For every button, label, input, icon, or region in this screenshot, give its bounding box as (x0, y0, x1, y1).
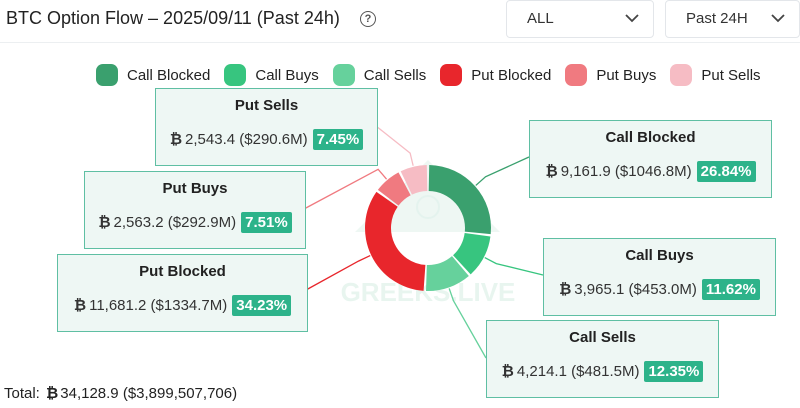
usd-amount: ($290.6M) (239, 130, 308, 148)
box-title: Put Blocked (139, 263, 226, 280)
legend-swatch (440, 64, 463, 86)
bitcoin-icon: ₿ (169, 130, 183, 148)
percent-badge: 34.23% (232, 294, 292, 316)
bitcoin-icon: ₿ (559, 280, 572, 298)
percent-badge: 12.35% (644, 360, 704, 382)
legend-item-call-blocked[interactable]: Call Blocked (96, 64, 210, 86)
option-type-select[interactable]: ALL (506, 0, 654, 38)
put-sells-box: Put Sells ₿ 2,543.4 ($290.6M) 7.45% (155, 88, 378, 166)
put-blocked-box: Put Blocked ₿ 11,681.2 ($1334.7M) 34.23% (57, 254, 308, 332)
legend-swatch (224, 64, 247, 86)
time-range-value: Past 24H (686, 10, 748, 27)
legend-swatch (96, 64, 118, 86)
connector-line-call-buys (484, 257, 544, 276)
chart-legend: Call Blocked Call Buys Call Sells Put Bl… (96, 63, 775, 87)
box-values: ₿ 3,965.1 ($453.0M) 11.62% (544, 277, 775, 301)
bitcoin-icon: ₿ (46, 385, 59, 402)
donut-slice-call-buys[interactable] (453, 232, 491, 275)
bitcoin-icon: ₿ (98, 213, 111, 231)
call-blocked-box: Call Blocked ₿ 9,161.9 ($1046.8M) 26.84% (529, 120, 772, 198)
usd-amount: ($1334.7M) (150, 296, 228, 314)
btc-amount: 9,161.9 (560, 162, 611, 180)
call-buys-box: Call Buys ₿ 3,965.1 ($453.0M) 11.62% (543, 238, 776, 316)
legend-label: Call Buys (255, 66, 319, 84)
box-values: ₿ 9,161.9 ($1046.8M) 26.84% (530, 159, 771, 183)
percent-badge: 11.62% (701, 278, 760, 300)
bitcoin-icon: ₿ (73, 296, 87, 314)
legend-item-put-blocked[interactable]: Put Blocked (440, 64, 551, 86)
btc-amount: 3,965.1 (574, 280, 625, 298)
legend-item-call-sells[interactable]: Call Sells (332, 64, 427, 86)
box-values: ₿ 4,214.1 ($481.5M) 12.35% (487, 359, 718, 383)
connector-line-put-sells (375, 125, 414, 166)
legend-item-put-sells[interactable]: Put Sells (670, 64, 761, 86)
call-sells-box: Call Sells ₿ 4,214.1 ($481.5M) 12.35% (486, 320, 719, 398)
legend-label: Put Blocked (471, 66, 552, 84)
box-title: Call Buys (625, 247, 694, 264)
legend-swatch (670, 64, 693, 86)
legend-label: Put Buys (596, 66, 657, 84)
watermark-logo-mark (416, 195, 440, 219)
box-values: ₿ 11,681.2 ($1334.7M) 34.23% (58, 293, 307, 317)
percent-badge: 7.45% (312, 128, 364, 150)
chevron-down-icon (771, 14, 785, 23)
btc-amount: 2,563.2 (113, 213, 164, 231)
legend-label: Call Blocked (127, 66, 211, 84)
donut-slices (365, 165, 492, 291)
legend-swatch (565, 64, 588, 86)
legend-swatch (332, 64, 355, 86)
connector-line-put-blocked (305, 254, 371, 291)
box-title: Call Blocked (605, 129, 696, 146)
btc-amount: 11,681.2 (89, 296, 147, 314)
legend-item-call-buys[interactable]: Call Buys (224, 64, 319, 86)
donut-slice-put-blocked[interactable] (365, 191, 426, 291)
usd-amount: ($1046.8M) (614, 162, 692, 180)
option-type-value: ALL (527, 10, 554, 27)
donut-slice-put-sells[interactable] (400, 165, 428, 195)
chevron-down-icon (625, 14, 639, 23)
header-bar: BTC Option Flow – 2025/09/11 (Past 24h) … (0, 0, 800, 43)
donut-slice-put-buys[interactable] (377, 172, 411, 206)
connector-line-call-sells (448, 288, 487, 359)
bitcoin-icon: ₿ (545, 162, 558, 180)
bitcoin-icon: ₿ (501, 362, 514, 380)
box-title: Put Buys (162, 180, 228, 197)
usd-amount: ($453.0M) (628, 280, 697, 298)
put-buys-box: Put Buys ₿ 2,563.2 ($292.9M) 7.51% (84, 171, 306, 249)
percent-badge: 7.51% (241, 211, 292, 233)
connector-lines (303, 125, 544, 359)
donut-slice-call-sells[interactable] (426, 256, 469, 291)
box-values: ₿ 2,543.4 ($290.6M) 7.45% (156, 127, 377, 151)
donut-slice-call-blocked[interactable] (428, 165, 492, 235)
total-usd: ($3,899,507,706) (122, 385, 238, 402)
legend-label: Put Sells (701, 66, 761, 84)
box-title: Put Sells (234, 97, 299, 114)
time-range-select[interactable]: Past 24H (665, 0, 800, 38)
total-label: Total: (4, 385, 40, 402)
legend-label: Call Sells (363, 66, 427, 84)
box-values: ₿ 2,563.2 ($292.9M) 7.51% (85, 210, 305, 234)
box-title: Call Sells (569, 329, 636, 346)
page-title: BTC Option Flow – 2025/09/11 (Past 24h) (6, 8, 340, 28)
btc-amount: 4,214.1 (516, 362, 567, 380)
btc-amount: 2,543.4 (185, 130, 236, 148)
percent-badge: 26.84% (696, 160, 756, 182)
total-btc: 34,128.9 (60, 385, 119, 402)
usd-amount: ($481.5M) (571, 362, 640, 380)
usd-amount: ($292.9M) (167, 213, 237, 231)
legend-item-put-buys[interactable]: Put Buys (565, 64, 656, 86)
connector-line-call-blocked (475, 156, 530, 186)
help-icon[interactable]: ? (360, 11, 376, 27)
connector-line-put-buys (303, 168, 388, 210)
total-summary: Total: ₿ 34,128.9 ($3,899,507,706) (4, 385, 237, 402)
